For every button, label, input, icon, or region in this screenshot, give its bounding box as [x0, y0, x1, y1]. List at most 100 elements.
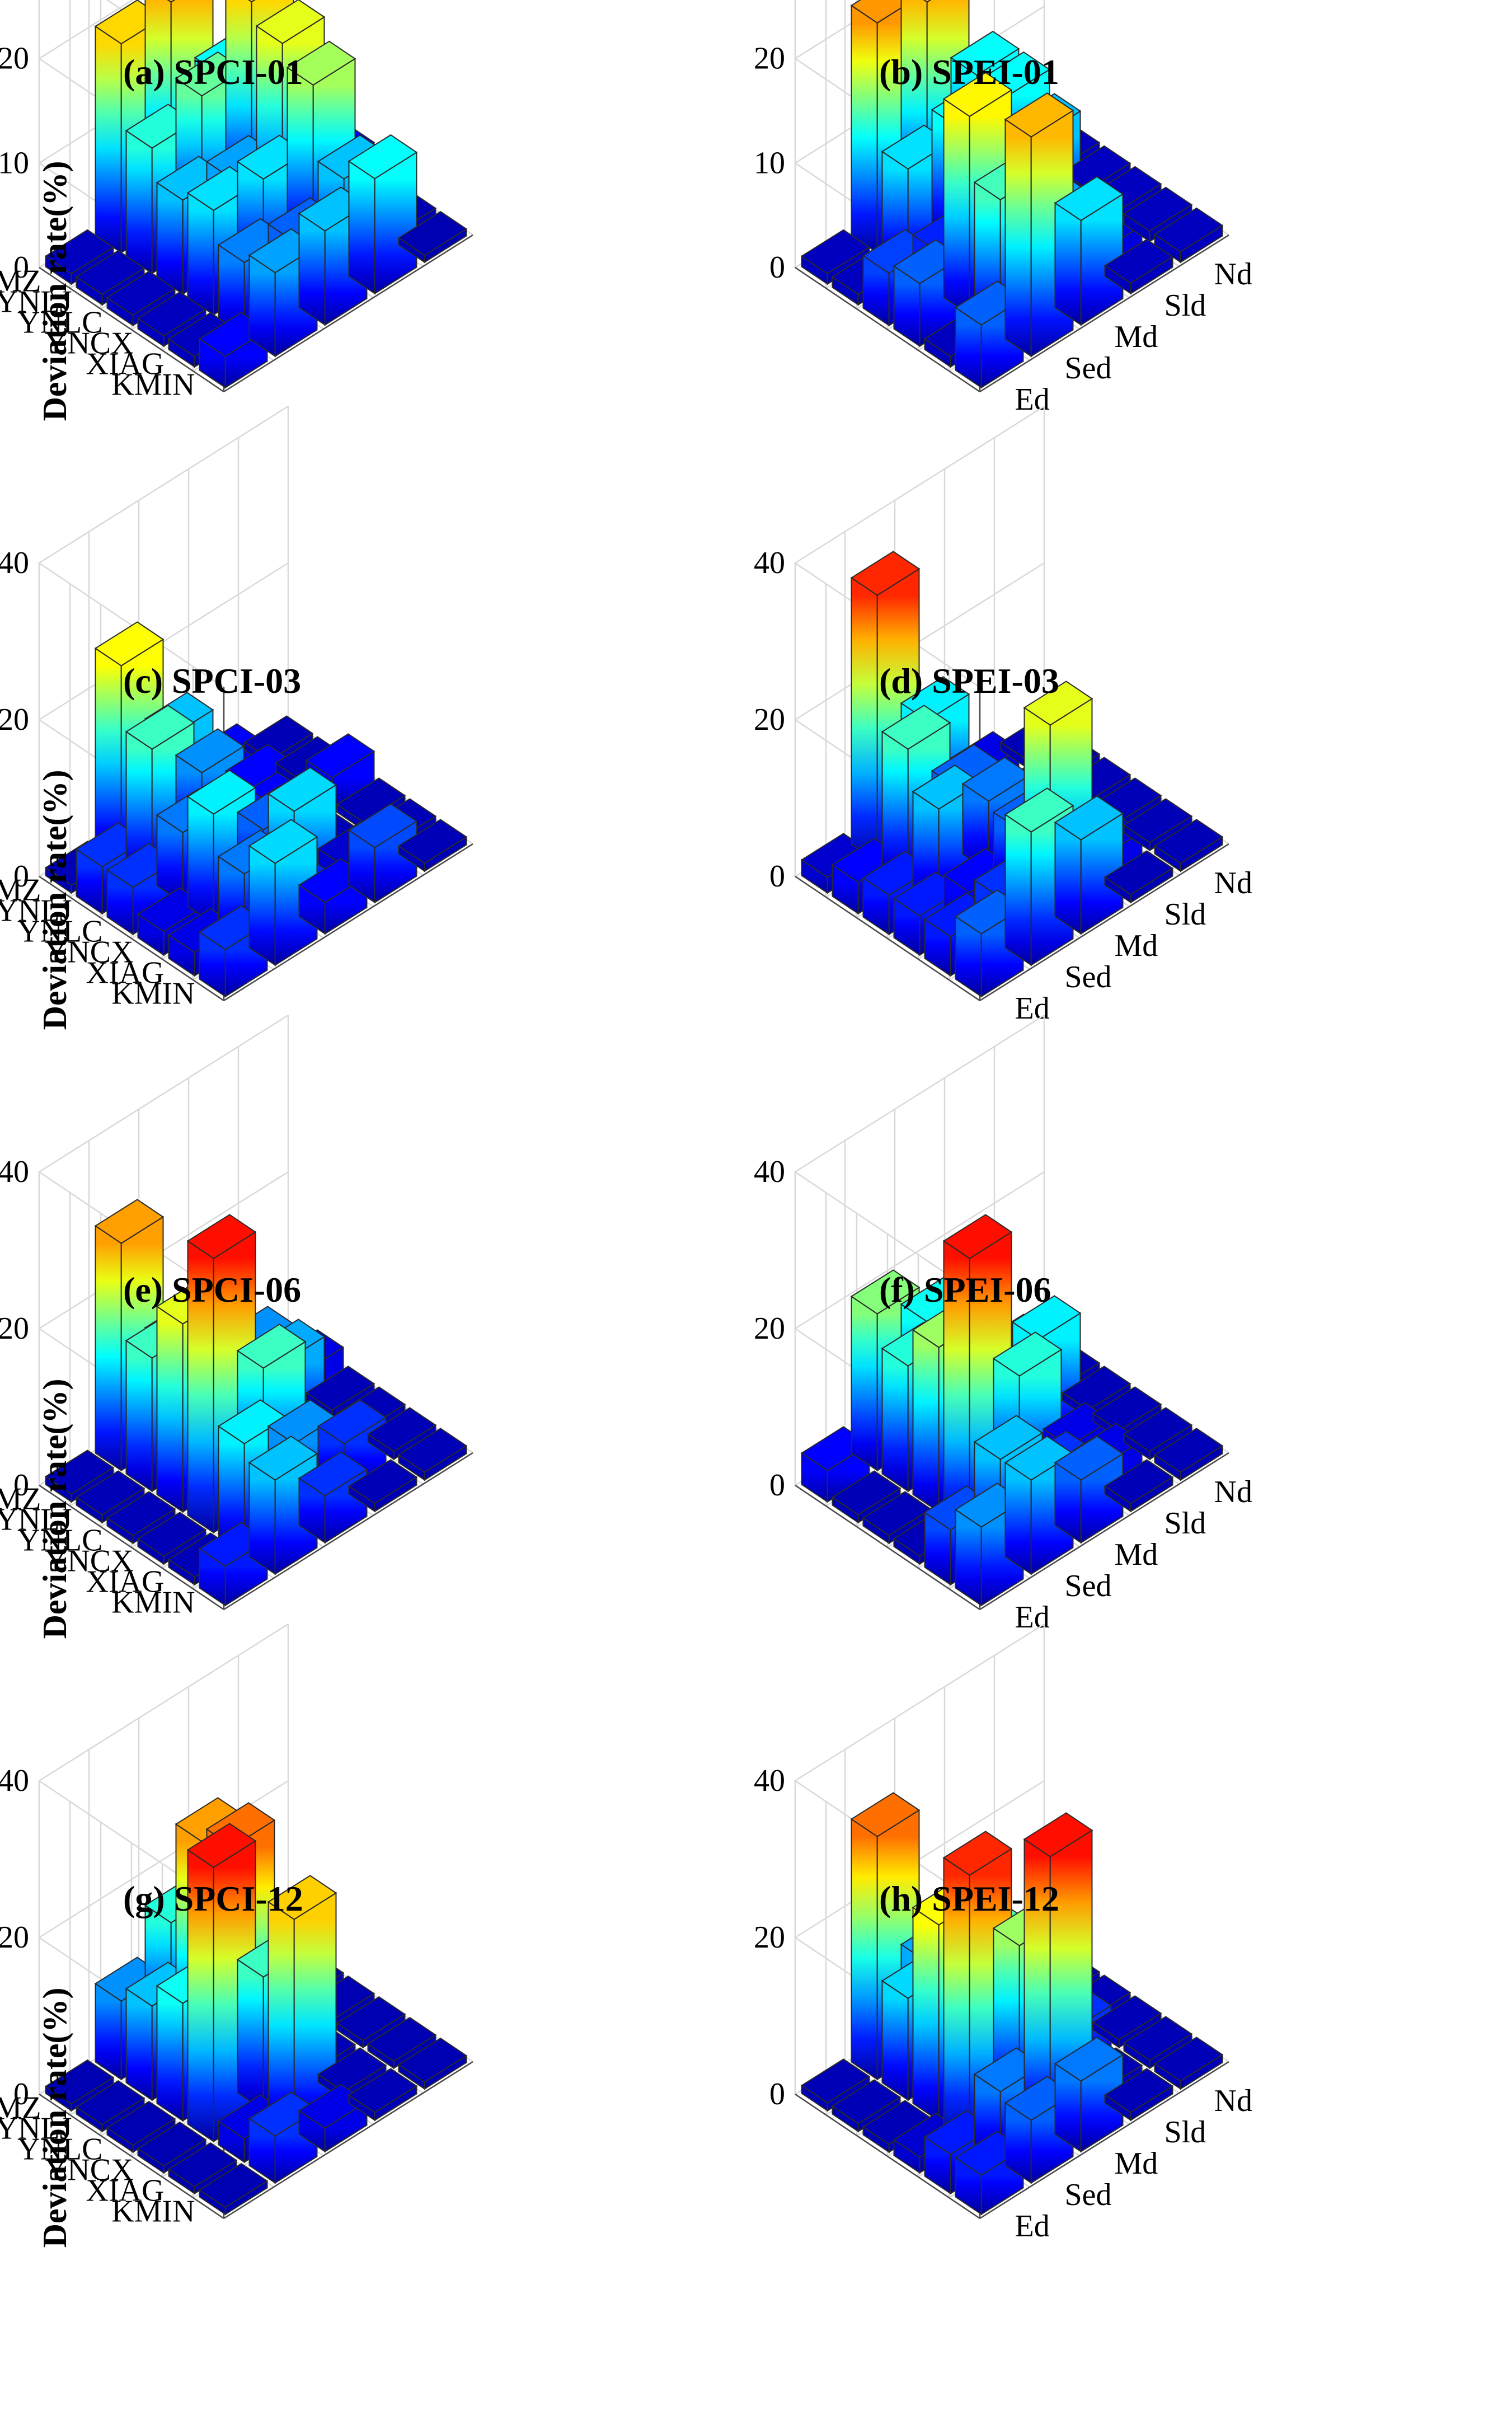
bar-top — [1104, 850, 1174, 895]
bar-xiag-nd — [367, 2016, 437, 2070]
bar-face — [1054, 201, 1082, 326]
bar-top — [75, 1470, 145, 1516]
bar-face — [156, 1305, 184, 1513]
station-axis — [795, 2093, 980, 2220]
z-tick-label: 40 — [0, 546, 29, 580]
bar-top — [942, 1831, 1013, 1876]
z-tick-label: 40 — [0, 1155, 29, 1189]
bar-top — [961, 757, 1032, 802]
z-tick-label: 20 — [754, 1920, 785, 1955]
bar-yncx-sed — [186, 1823, 257, 2143]
bar-top — [973, 1415, 1044, 1460]
bar-kmin-sld — [348, 2068, 418, 2122]
z-tick-label: 40 — [754, 1763, 785, 1798]
bar-top — [44, 229, 115, 275]
bar-top — [942, 1214, 1013, 1259]
bar-face — [912, 1906, 940, 2122]
bar-kmin-sld — [348, 1459, 418, 1513]
bar-top — [1054, 795, 1124, 841]
bars-d — [800, 551, 1224, 998]
bar-top — [1104, 1459, 1174, 1504]
bar-top — [1104, 2068, 1174, 2113]
z-tick-label: 40 — [754, 1155, 785, 1189]
panel-title: (g) SPCI-12 — [123, 1879, 303, 1918]
bars-b — [800, 0, 1224, 389]
bar-top — [317, 1399, 387, 1444]
bar-face — [95, 25, 122, 254]
station-label: YNCX — [45, 326, 134, 361]
bar-ynlj-ed — [75, 2080, 145, 2133]
bar-face — [248, 844, 276, 967]
z-tick-label: 20 — [754, 41, 785, 76]
y-axis-label: Deviation rate(%) — [36, 161, 73, 421]
station-label: YNLC — [17, 306, 102, 340]
bar-top — [267, 1875, 337, 1920]
z-tick-label: 0 — [769, 250, 785, 285]
bar-face — [851, 4, 878, 254]
bar-top — [367, 1407, 437, 1452]
bar-kmin-nd — [397, 1428, 468, 1481]
station-label: YNLJ — [0, 894, 72, 928]
class-axis — [223, 234, 473, 393]
bar-face — [1054, 821, 1082, 935]
z-tick-label: 0 — [769, 2077, 785, 2112]
bar-ynmz-ed — [800, 229, 871, 285]
bar-top — [850, 1792, 921, 1837]
class-label: Nd — [1214, 2084, 1252, 2118]
bar-top — [75, 250, 145, 295]
class-axis — [223, 1452, 473, 1611]
bar-top — [348, 2068, 418, 2113]
bar-face — [1004, 1461, 1032, 1575]
y-axis-label: Deviation rate(%) — [36, 770, 73, 1030]
station-label: YNLC — [17, 2132, 102, 2167]
bar-top — [186, 1823, 257, 1868]
bar-kmin-sld — [348, 134, 418, 295]
class-axis — [979, 2061, 1229, 2220]
bar-top — [255, 0, 326, 44]
z-tick-label: 0 — [13, 2077, 29, 2112]
bar-top — [44, 1449, 115, 1495]
bar-top — [1153, 2037, 1224, 2082]
z-tick-label: 0 — [769, 1468, 785, 1503]
bar-top — [236, 1324, 307, 1369]
bar-top — [186, 1214, 257, 1259]
bar-kmin-sed — [248, 819, 318, 967]
station-axis — [39, 2093, 224, 2220]
z-tick-label: 20 — [0, 702, 29, 737]
panel-title: (h) SPEI-12 — [879, 1879, 1059, 1918]
bar-kmin-md — [1054, 795, 1124, 935]
bar-kmin-nd — [397, 210, 468, 264]
bar-top — [1004, 787, 1074, 833]
bar-face — [881, 1979, 909, 2101]
bar-top — [950, 30, 1020, 76]
station-label: YNLJ — [0, 285, 72, 320]
bar-face — [298, 212, 326, 326]
bar-top — [367, 2016, 437, 2062]
class-axis — [223, 2061, 473, 2220]
panel-title: (e) SPCI-06 — [123, 1270, 301, 1310]
station-label: YNLJ — [0, 1503, 72, 1537]
bar-top — [137, 291, 207, 337]
bar-top — [94, 621, 165, 667]
bar-top — [1011, 1295, 1082, 1340]
bar-top — [348, 134, 418, 180]
bar-ynlj-ed — [831, 1470, 901, 1524]
station-label: YNMZ — [0, 264, 41, 299]
bar-top — [137, 2121, 207, 2167]
bar-top — [137, 1512, 207, 1557]
panel-g: 0 20 40 KMINXIAGYNCXYNLCYNLJYNMZDeviation r… — [0, 1623, 473, 2248]
station-label: YNCX — [45, 2153, 134, 2188]
class-axis — [979, 1452, 1229, 1611]
bar-ynmz-ed — [44, 2059, 115, 2112]
bar-top — [1153, 207, 1224, 253]
bar-face — [187, 191, 214, 316]
z-tick-label: 10 — [0, 146, 29, 180]
bar-top — [1054, 1435, 1124, 1481]
bar-face — [943, 97, 970, 316]
bar-top — [248, 1435, 318, 1481]
bar-face — [237, 1958, 264, 2112]
bar-top — [1123, 798, 1193, 843]
station-label: YNMZ — [0, 2091, 41, 2126]
bar-top — [992, 1331, 1063, 1377]
